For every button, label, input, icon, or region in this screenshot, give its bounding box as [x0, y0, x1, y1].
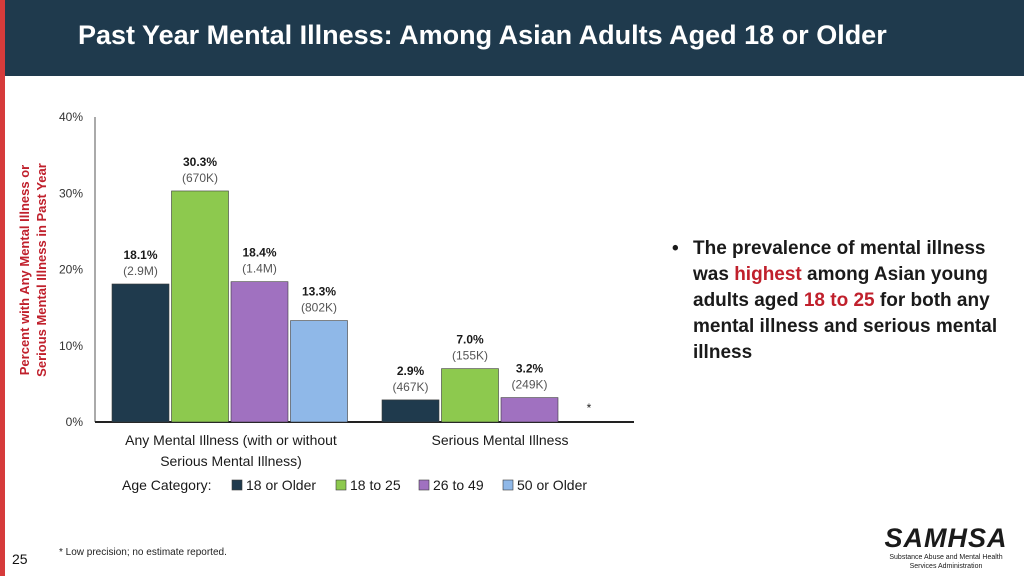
bar-value-label: 18.1%: [123, 248, 157, 262]
footnote: * Low precision; no estimate reported.: [59, 547, 227, 558]
bar-18-or-older: [381, 399, 440, 423]
samhsa-logo: SAMHSA Substance Abuse and Mental Health…: [876, 523, 1016, 571]
bar-value-label: 2.9%: [397, 364, 425, 378]
logo-wordmark: SAMHSA: [884, 523, 1008, 553]
legend-label: 50 or Older: [517, 477, 587, 493]
y-tick-label: 10%: [59, 339, 83, 353]
bar-50-or-older: [290, 320, 348, 423]
bar-18-to-25: [171, 190, 229, 423]
bar-count-label: (467K): [392, 380, 428, 394]
slide-header: [5, 0, 1024, 76]
logo-tagline-line1: Substance Abuse and Mental Health: [889, 554, 1003, 561]
bullet-text-part: for both any mental illness and serious …: [693, 290, 998, 363]
bullet-text-part: The prevalence of mental illness was: [693, 238, 986, 285]
bar-chart: 0% 10% 20% 30% 40% Percent with Any Mental Il…: [17, 110, 634, 493]
bar-value-label: 7.0%: [456, 333, 484, 347]
bar-18-or-older: [111, 283, 170, 423]
slide-title: Past Year Mental Illness: Among Asian Ad…: [78, 20, 887, 50]
legend-swatch: [418, 479, 430, 491]
bar-count-label: (1.4M): [242, 262, 277, 276]
bar-count-label: (249K): [511, 378, 547, 392]
bar-value-label: 18.4%: [242, 246, 276, 260]
y-tick-label: 30%: [59, 186, 83, 200]
y-tick-label: 20%: [59, 263, 83, 277]
page-number: 25: [12, 551, 28, 567]
slide-left-accent-bar: [0, 0, 5, 576]
y-axis-label-line2: Serious Mental Illness in Past Year: [34, 163, 49, 377]
bar-18-to-25: [441, 368, 499, 423]
legend-title: Age Category:: [122, 477, 212, 493]
bar-value-label: 13.3%: [302, 285, 336, 299]
bar-count-label: (802K): [301, 301, 337, 315]
y-tick-label: 0%: [66, 415, 84, 429]
y-tick-label: 40%: [59, 110, 83, 124]
bar-value-label: 30.3%: [183, 155, 217, 169]
bar-value-label: 3.2%: [516, 362, 544, 376]
legend-swatch: [335, 479, 347, 491]
x-category-label: Serious Mental Illness: [432, 432, 569, 448]
x-category-label: Any Mental Illness (with or without: [125, 432, 337, 448]
legend-swatch: [502, 479, 514, 491]
y-axis-label-line1: Percent with Any Mental Illness or: [17, 165, 32, 375]
bar-count-label: (155K): [452, 349, 488, 363]
bullet-text-part: among Asian young adults aged: [693, 264, 988, 311]
bar-26-to-49: [500, 397, 559, 423]
bar-count-label: (670K): [182, 171, 218, 185]
bullet-highlight: 18 to 25: [803, 290, 875, 311]
bullet-highlight: highest: [734, 264, 802, 285]
bullet-text: The prevalence of mental illness was hig…: [693, 236, 998, 366]
bar-count-label: (2.9M): [123, 264, 158, 278]
legend-label: 18 or Older: [246, 477, 316, 493]
missing-estimate-marker: *: [587, 401, 592, 415]
bar-26-to-49: [230, 281, 289, 423]
legend-label: 18 to 25: [350, 477, 401, 493]
x-category-label: Serious Mental Illness): [160, 453, 302, 469]
legend-swatch: [231, 479, 243, 491]
bullet-dot-icon: •: [672, 238, 679, 259]
legend-label: 26 to 49: [433, 477, 484, 493]
logo-tagline-line2: Services Administration: [909, 563, 983, 570]
